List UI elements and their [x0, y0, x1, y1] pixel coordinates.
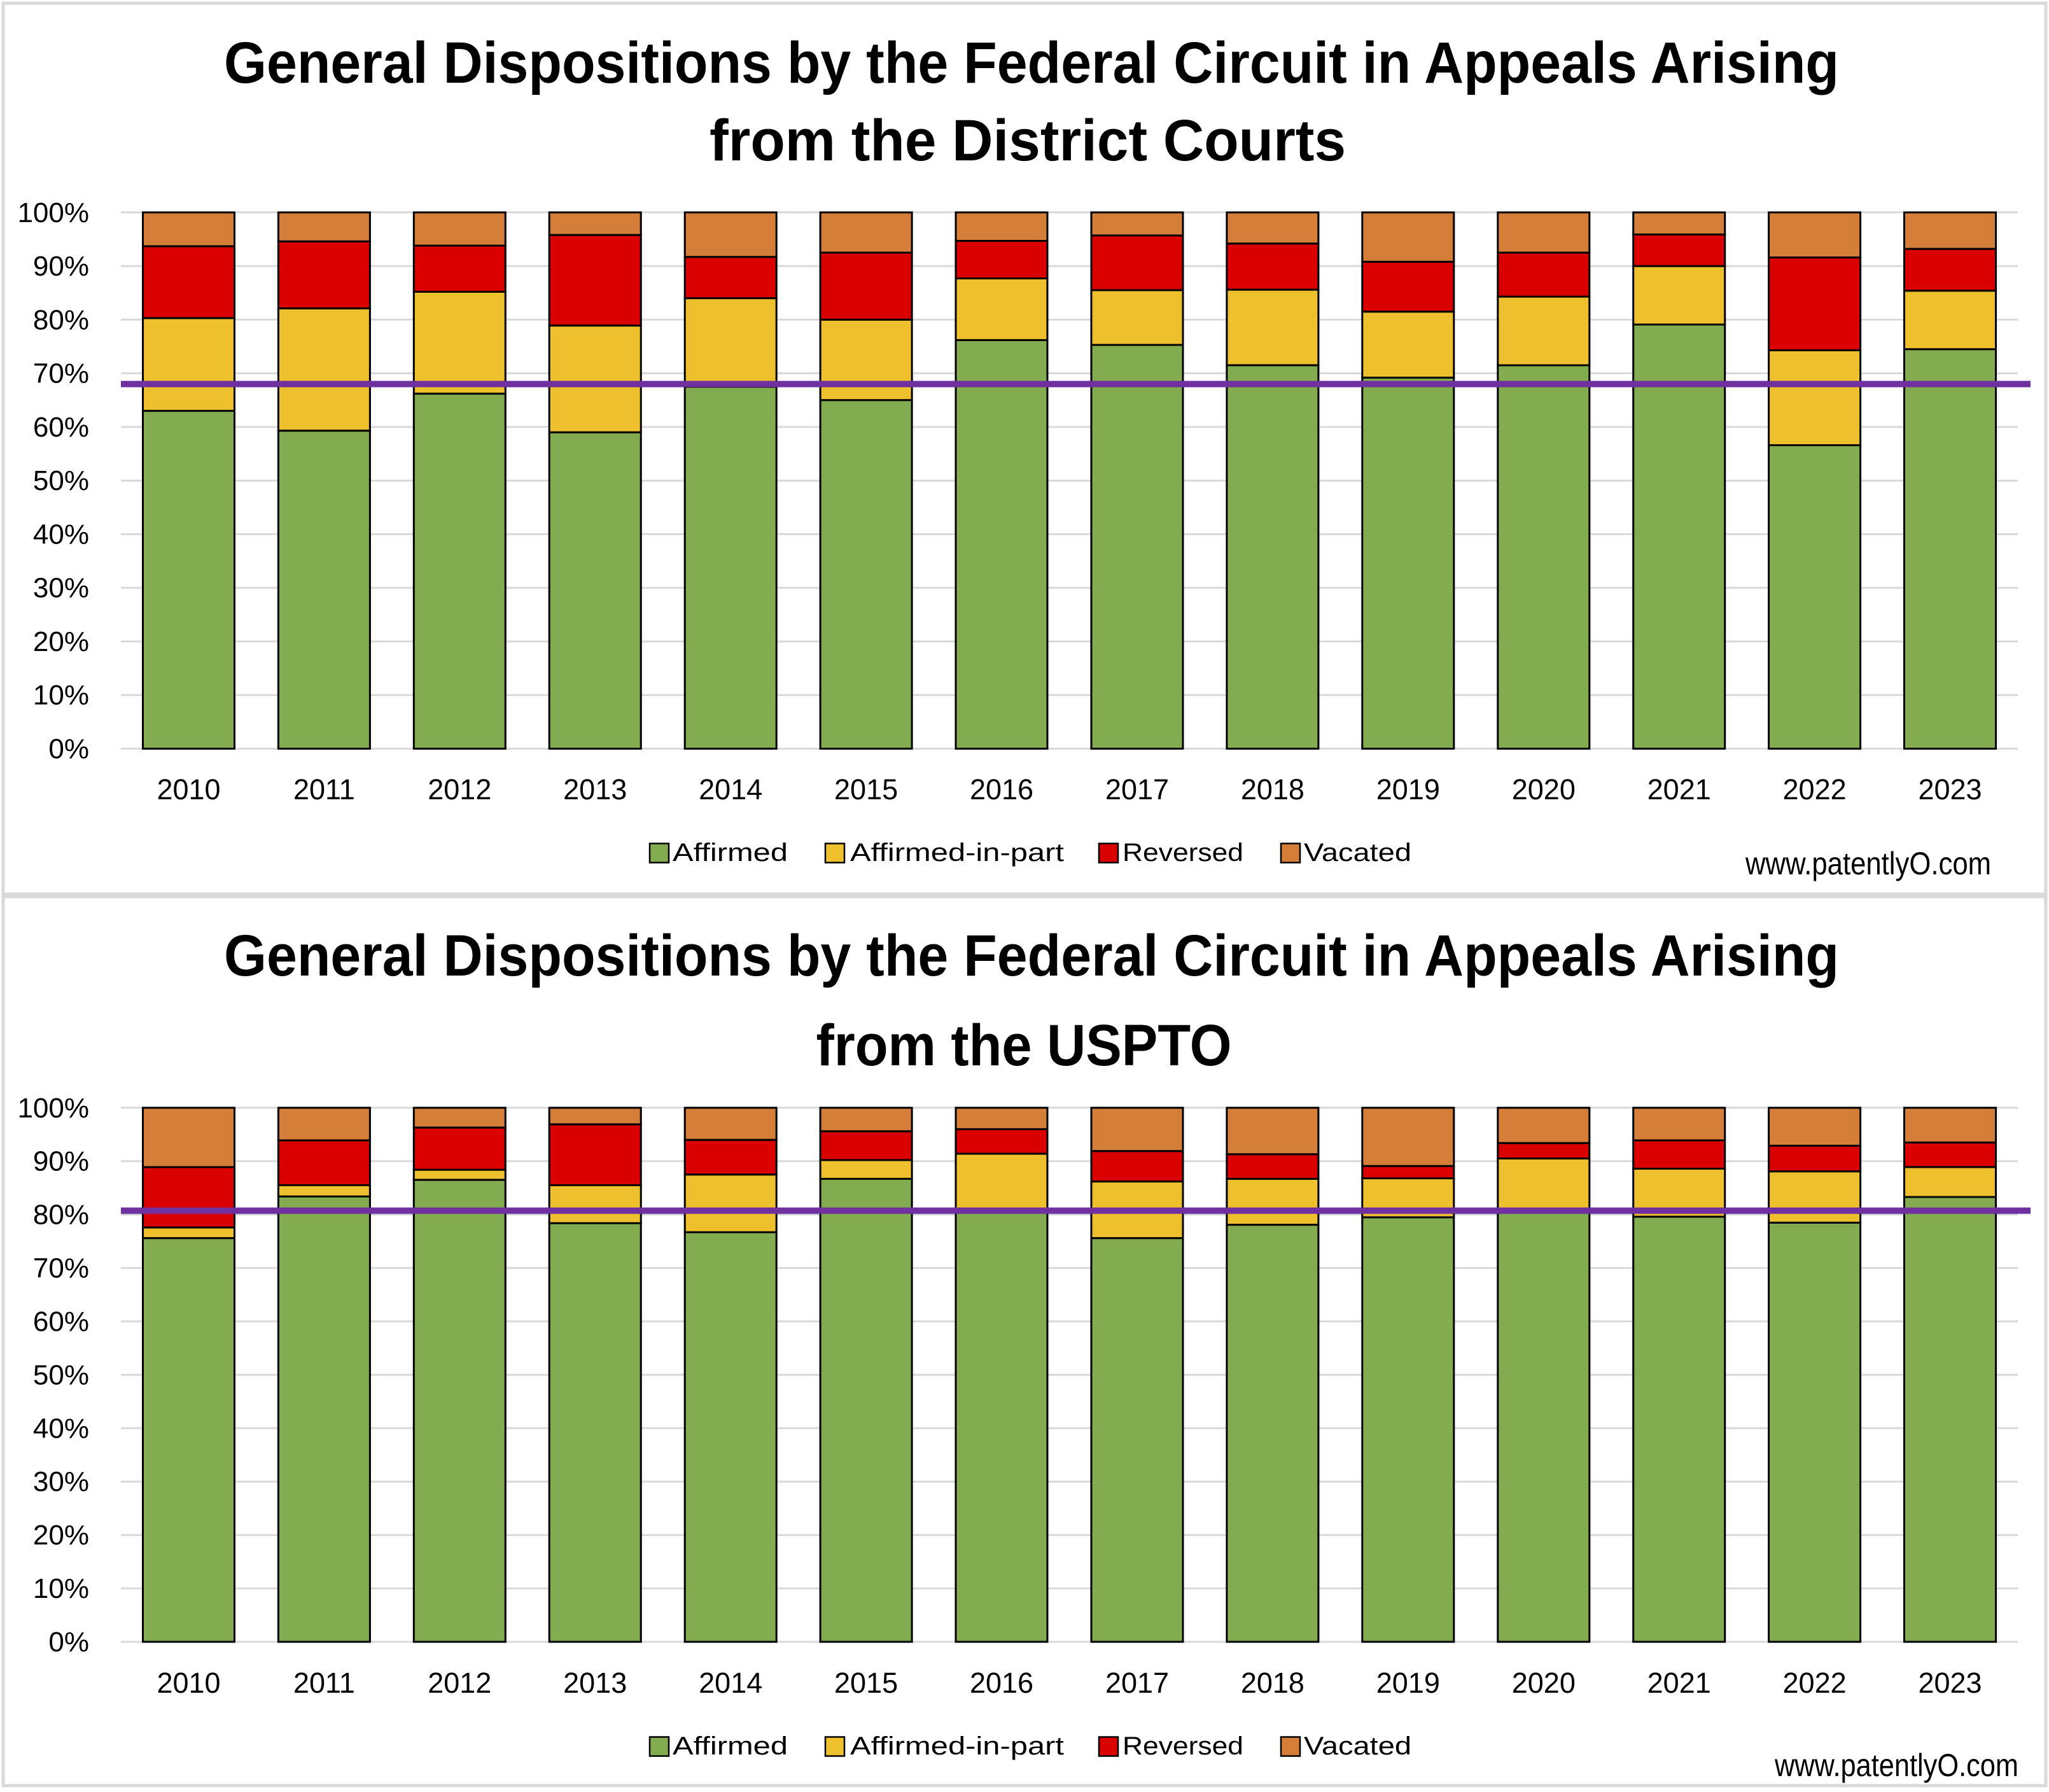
svg-text:Affirmed: Affirmed: [673, 839, 788, 867]
svg-text:2021: 2021: [1647, 773, 1711, 806]
svg-text:10%: 10%: [33, 680, 89, 711]
svg-text:2013: 2013: [563, 1667, 627, 1699]
svg-text:2011: 2011: [293, 1667, 355, 1699]
svg-text:2017: 2017: [1105, 1667, 1169, 1699]
svg-text:2010: 2010: [157, 773, 220, 806]
svg-text:Affirmed: Affirmed: [673, 1732, 788, 1760]
svg-text:2019: 2019: [1376, 1667, 1440, 1699]
svg-text:2019: 2019: [1376, 773, 1440, 806]
svg-text:70%: 70%: [33, 358, 89, 389]
svg-text:80%: 80%: [33, 304, 89, 335]
svg-text:40%: 40%: [33, 519, 89, 550]
svg-text:2018: 2018: [1241, 773, 1304, 806]
svg-text:2023: 2023: [1918, 1667, 1982, 1699]
svg-text:90%: 90%: [33, 1146, 89, 1177]
svg-text:30%: 30%: [33, 1466, 89, 1497]
svg-text:www.patentlyO.com: www.patentlyO.com: [1745, 846, 1991, 881]
svg-text:Affirmed-in-part: Affirmed-in-part: [850, 839, 1064, 867]
svg-text:2022: 2022: [1783, 773, 1847, 806]
svg-text:60%: 60%: [33, 412, 89, 443]
svg-text:2012: 2012: [428, 773, 491, 806]
svg-text:2021: 2021: [1647, 1667, 1711, 1699]
svg-text:2013: 2013: [563, 773, 627, 806]
svg-text:Reversed: Reversed: [1122, 1732, 1243, 1760]
svg-text:2015: 2015: [834, 773, 898, 806]
svg-text:100%: 100%: [17, 197, 89, 228]
svg-text:2014: 2014: [699, 773, 762, 806]
svg-text:General Dispositions by the Fe: General Dispositions by the Federal Circ…: [224, 923, 1839, 988]
svg-text:2018: 2018: [1241, 1667, 1304, 1699]
svg-text:from the District Courts: from the District Courts: [710, 108, 1346, 173]
svg-text:70%: 70%: [33, 1253, 89, 1284]
svg-text:50%: 50%: [33, 1359, 89, 1390]
svg-text:80%: 80%: [33, 1200, 89, 1231]
svg-text:60%: 60%: [33, 1306, 89, 1338]
svg-text:General Dispositions by the Fe: General Dispositions by the Federal Circ…: [224, 31, 1839, 95]
svg-text:Vacated: Vacated: [1304, 839, 1411, 867]
svg-text:100%: 100%: [17, 1093, 89, 1124]
svg-text:40%: 40%: [33, 1413, 89, 1444]
svg-text:0%: 0%: [48, 1627, 89, 1658]
svg-text:20%: 20%: [33, 1520, 89, 1551]
svg-text:2010: 2010: [157, 1667, 220, 1699]
svg-text:20%: 20%: [33, 626, 89, 657]
svg-text:from the USPTO: from the USPTO: [816, 1013, 1232, 1078]
svg-text:10%: 10%: [33, 1573, 89, 1604]
svg-text:90%: 90%: [33, 251, 89, 282]
svg-text:2023: 2023: [1918, 773, 1982, 806]
svg-text:2014: 2014: [699, 1667, 762, 1699]
svg-text:2020: 2020: [1512, 1667, 1576, 1699]
svg-text:Reversed: Reversed: [1122, 839, 1243, 867]
svg-text:2015: 2015: [834, 1667, 898, 1699]
svg-text:2016: 2016: [970, 1667, 1033, 1699]
svg-text:2022: 2022: [1783, 1667, 1847, 1699]
svg-text:2017: 2017: [1105, 773, 1169, 806]
svg-text:www.patentlyO.com: www.patentlyO.com: [1774, 1747, 2018, 1783]
svg-text:Vacated: Vacated: [1304, 1732, 1411, 1760]
svg-text:Affirmed-in-part: Affirmed-in-part: [850, 1732, 1064, 1760]
svg-text:2020: 2020: [1512, 773, 1576, 806]
svg-text:0%: 0%: [48, 734, 89, 765]
svg-text:2011: 2011: [293, 773, 355, 806]
svg-text:2012: 2012: [428, 1667, 491, 1699]
svg-text:30%: 30%: [33, 573, 89, 604]
svg-text:2016: 2016: [970, 773, 1033, 806]
svg-text:50%: 50%: [33, 465, 89, 496]
